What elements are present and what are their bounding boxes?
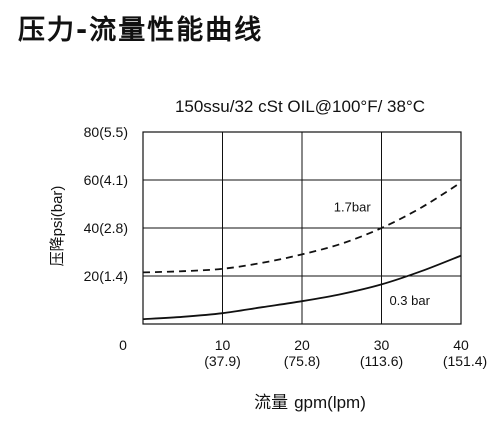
x-tick-label: 20 <box>294 337 310 353</box>
x-tick-label: 40 <box>453 337 469 353</box>
curves <box>142 181 462 321</box>
series-label: 0.3 bar <box>389 293 430 308</box>
x-axis-label: 流量 gpm(lpm) <box>254 393 366 412</box>
y-tick-label: 60(4.1) <box>84 172 128 188</box>
x-tick-label: 10 <box>215 337 231 353</box>
x-tick-label: 0 <box>119 337 127 353</box>
y-axis-label: 压降psi(bar) <box>49 186 66 267</box>
chart-title: 150ssu/32 cSt OIL@100°F/ 38°C <box>175 97 425 116</box>
y-tick-label: 80(5.5) <box>84 124 128 140</box>
plot-frame <box>142 131 462 325</box>
series-labels: 1.7bar 0.3 bar <box>334 199 431 308</box>
x-tick-sublabel: (37.9) <box>204 353 241 369</box>
page-title: 压力-流量性能曲线 <box>18 15 264 46</box>
x-tick-label: 30 <box>374 337 390 353</box>
curve-0-3bar <box>142 254 462 321</box>
curve-1-7bar <box>142 181 462 274</box>
y-tick-label: 20(1.4) <box>84 268 128 284</box>
series-label: 1.7bar <box>334 199 372 214</box>
x-tick-sublabel: (151.4) <box>443 353 487 369</box>
x-axis-label-unit: gpm(lpm) <box>294 393 366 412</box>
x-tick-sublabel: (75.8) <box>284 353 321 369</box>
tick-labels: 0 10(37.9) 20(75.8) 30(113.6) 40(151.4) 20(1.… <box>84 124 488 369</box>
y-tick-label: 40(2.8) <box>84 220 128 236</box>
x-axis-label-cn: 流量 <box>254 393 288 412</box>
x-tick-sublabel: (113.6) <box>360 353 403 369</box>
